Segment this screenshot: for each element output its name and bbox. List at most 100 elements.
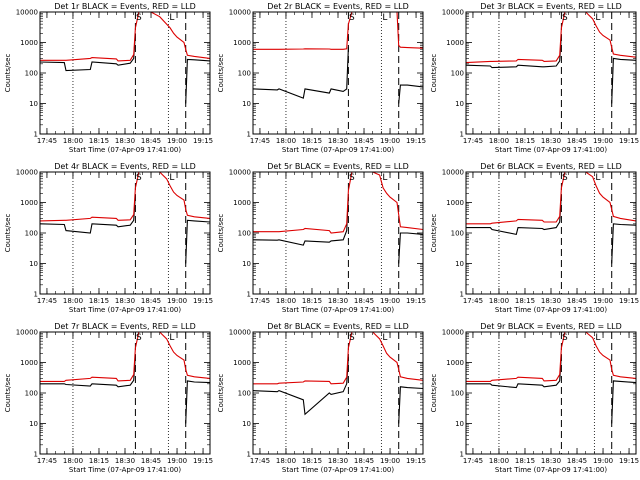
- events-series-line: [252, 47, 424, 104]
- x-tick-label: 19:00: [593, 137, 613, 145]
- event-marker-l: L: [382, 173, 387, 183]
- y-axis-label: Counts/sec: [430, 214, 438, 253]
- x-tick-label: 19:15: [619, 137, 639, 145]
- y-tick-label: 1000: [446, 359, 464, 367]
- x-tick-label: 18:45: [354, 457, 374, 465]
- y-tick-label: 10: [29, 420, 38, 428]
- y-tick-label: 100: [25, 230, 38, 238]
- x-tick-label: 19:00: [380, 457, 400, 465]
- events-series-line: [466, 354, 637, 424]
- event-marker-l: L: [595, 173, 600, 183]
- y-tick-label: 1: [247, 131, 251, 139]
- x-tick-label: 18:30: [328, 457, 348, 465]
- x-tick-label: 18:15: [515, 137, 535, 145]
- x-tick-label: 18:45: [354, 297, 374, 305]
- x-tick-label: 17:45: [250, 137, 270, 145]
- events-series-line: [39, 33, 211, 104]
- events-series-line: [465, 34, 637, 104]
- y-tick-label: 1000: [233, 39, 251, 47]
- y-axis-label: Counts/sec: [4, 374, 12, 413]
- events-series-line: [40, 354, 211, 424]
- panel-4: Det 4r BLACK = Events, RED = LLD 1 10 100 10…: [4, 162, 213, 314]
- x-tick-label: 19:00: [380, 137, 400, 145]
- events-series-line: [39, 194, 211, 264]
- y-tick-label: 10000: [442, 329, 464, 337]
- x-tick-label: 19:15: [193, 297, 213, 305]
- panel-title: Det 4r BLACK = Events, RED = LLD: [54, 162, 196, 171]
- y-tick-label: 1000: [446, 199, 464, 207]
- x-tick-label: 18:30: [115, 457, 135, 465]
- x-tick-label: 19:15: [193, 137, 213, 145]
- y-axis-label: Counts/sec: [430, 54, 438, 93]
- y-tick-label: 10000: [16, 9, 38, 17]
- y-tick-label: 10000: [229, 329, 251, 337]
- y-tick-label: 10: [242, 100, 251, 108]
- x-tick-label: 18:15: [515, 297, 535, 305]
- panel-title: Det 1r BLACK = Events, RED = LLD: [54, 2, 196, 11]
- event-marker-s: S: [349, 333, 355, 343]
- panel-title: Det 7r BLACK = Events, RED = LLD: [54, 322, 196, 331]
- y-tick-label: 1000: [233, 199, 251, 207]
- x-tick-label: 18:00: [63, 137, 83, 145]
- x-tick-label: 18:45: [567, 457, 587, 465]
- x-tick-label: 18:30: [541, 297, 561, 305]
- y-tick-label: 10000: [442, 169, 464, 177]
- event-marker-l: L: [169, 173, 174, 183]
- x-tick-label: 19:15: [406, 137, 426, 145]
- x-tick-label: 18:45: [354, 137, 374, 145]
- events-series-line: [252, 357, 424, 424]
- y-tick-label: 1: [34, 291, 38, 299]
- event-marker-s: S: [562, 333, 568, 343]
- event-marker-s: S: [136, 173, 142, 183]
- y-tick-label: 10: [242, 420, 251, 428]
- y-tick-label: 1: [460, 451, 464, 459]
- panel-1: Det 1r BLACK = Events, RED = LLD 1 10 100 10…: [4, 2, 213, 154]
- y-tick-label: 10: [29, 260, 38, 268]
- panel-3: Det 3r BLACK = Events, RED = LLD 1 10 100 10…: [430, 2, 639, 154]
- x-tick-label: 19:00: [167, 137, 187, 145]
- panel-title: Det 5r BLACK = Events, RED = LLD: [267, 162, 409, 171]
- x-tick-label: 18:15: [89, 297, 109, 305]
- x-tick-label: 19:00: [593, 297, 613, 305]
- x-tick-label: 19:00: [380, 297, 400, 305]
- x-tick-label: 18:30: [328, 137, 348, 145]
- y-tick-label: 10: [242, 260, 251, 268]
- x-tick-label: 18:45: [567, 137, 587, 145]
- plot-frame: [39, 11, 211, 135]
- event-marker-s: S: [349, 173, 355, 183]
- y-axis-label: Counts/sec: [430, 374, 438, 413]
- y-tick-label: 1: [34, 451, 38, 459]
- x-tick-label: 18:45: [141, 457, 161, 465]
- x-tick-label: 17:45: [37, 137, 57, 145]
- plot-frame: [465, 331, 637, 455]
- x-tick-label: 18:00: [276, 137, 296, 145]
- x-tick-label: 19:15: [406, 457, 426, 465]
- x-tick-label: 18:00: [489, 137, 509, 145]
- x-axis-label: Start Time (07-Apr-09 17:41:00): [495, 466, 607, 474]
- panel-title: Det 2r BLACK = Events, RED = LLD: [267, 2, 409, 11]
- y-tick-label: 100: [451, 390, 464, 398]
- x-tick-label: 17:45: [37, 457, 57, 465]
- event-marker-l: L: [595, 13, 600, 23]
- x-tick-label: 17:45: [463, 457, 483, 465]
- event-marker-l: L: [169, 13, 174, 23]
- plot-frame: [39, 171, 211, 295]
- panel-title: Det 8r BLACK = Events, RED = LLD: [267, 322, 409, 331]
- x-tick-label: 18:45: [567, 297, 587, 305]
- x-tick-label: 17:45: [250, 457, 270, 465]
- event-marker-s: S: [562, 13, 568, 23]
- x-axis-label: Start Time (07-Apr-09 17:41:00): [495, 146, 607, 154]
- x-tick-label: 18:00: [63, 457, 83, 465]
- x-tick-label: 17:45: [250, 297, 270, 305]
- y-tick-label: 100: [451, 230, 464, 238]
- x-tick-label: 18:15: [89, 137, 109, 145]
- x-tick-label: 18:15: [302, 457, 322, 465]
- x-tick-label: 18:00: [489, 297, 509, 305]
- x-tick-label: 19:15: [619, 297, 639, 305]
- event-marker-l: L: [382, 333, 387, 343]
- plot-frame: [465, 11, 637, 135]
- event-marker-l: L: [595, 333, 600, 343]
- y-axis-label: Counts/sec: [217, 54, 225, 93]
